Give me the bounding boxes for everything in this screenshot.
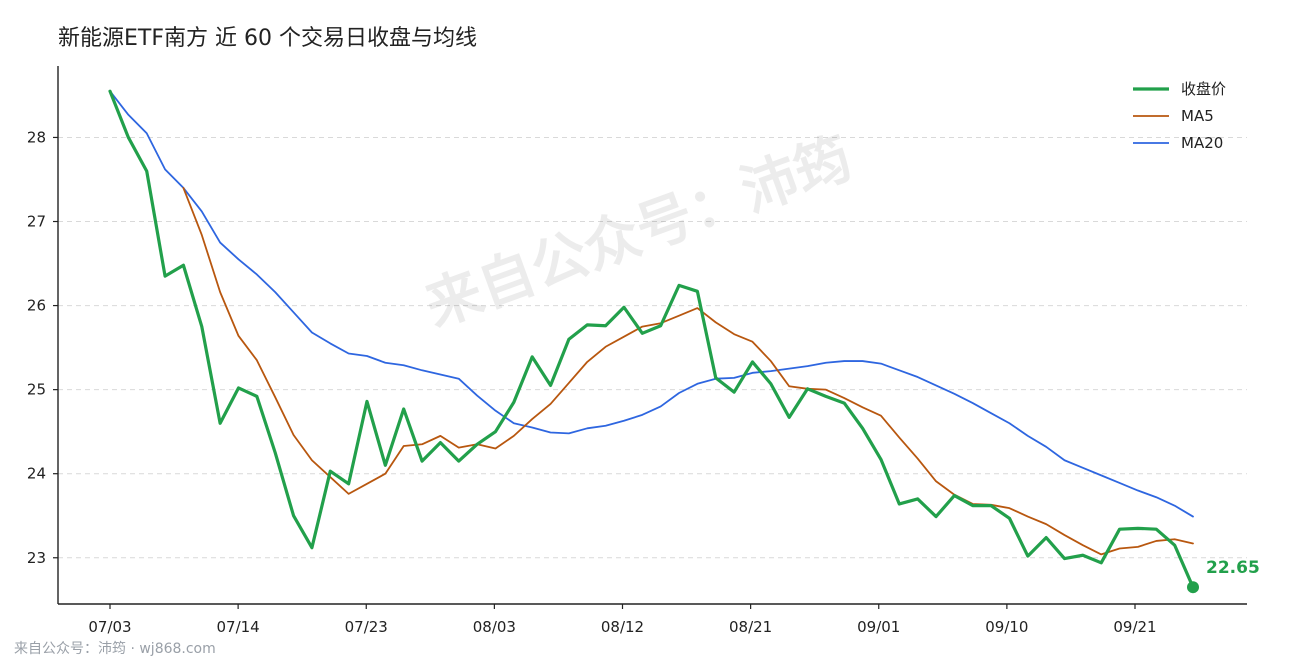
chart-title: 新能源ETF南方 近 60 个交易日收盘与均线: [58, 26, 477, 51]
x-tick-label: 07/03: [88, 618, 131, 636]
x-tick-label: 07/23: [345, 618, 388, 636]
x-tick-label: 09/21: [1113, 618, 1156, 636]
ma20-line: [109, 90, 1194, 518]
last-close-point: [1187, 581, 1199, 594]
last-close-label: 22.65: [1206, 558, 1260, 578]
legend-label: MA5: [1181, 107, 1214, 125]
y-tick-label: 28: [27, 128, 46, 146]
y-tick-label: 25: [27, 381, 46, 399]
axes: 23 24 25 26 27 28 07/03 07/14 07/23 08/03 08/12 08/…: [27, 66, 1247, 636]
watermark: 来自公众号：沛筠: [417, 125, 860, 339]
legend-label: 收盘价: [1181, 80, 1226, 98]
legend: 收盘价 MA5 MA20: [1133, 80, 1226, 152]
footer-text: 来自公众号：沛筠 · wj868.com: [14, 640, 216, 657]
ma5-line: [182, 186, 1194, 556]
close-price-line: [108, 89, 1195, 589]
legend-label: MA20: [1181, 134, 1223, 152]
y-tick-label: 24: [27, 465, 46, 483]
grid: [58, 136, 1247, 559]
y-tick-label: 26: [27, 297, 46, 315]
x-tick-label: 09/10: [985, 618, 1028, 636]
x-tick-label: 07/14: [217, 618, 260, 636]
y-tick-label: 27: [27, 213, 46, 231]
series-lines: 22.65: [108, 89, 1260, 594]
x-tick-label: 08/21: [729, 618, 772, 636]
x-tick-label: 08/03: [473, 618, 516, 636]
x-tick-label: 09/01: [857, 618, 900, 636]
x-tick-label: 08/12: [601, 618, 644, 636]
y-tick-label: 23: [27, 549, 46, 567]
